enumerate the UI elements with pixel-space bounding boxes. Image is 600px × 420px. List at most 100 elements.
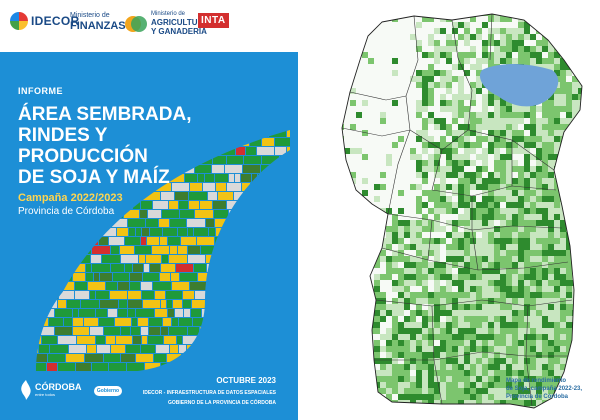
yield-cell bbox=[482, 40, 488, 46]
yield-cell bbox=[342, 298, 344, 304]
yield-cell bbox=[566, 94, 572, 100]
yield-cell bbox=[566, 112, 572, 118]
yield-cell bbox=[476, 322, 482, 328]
yield-cell bbox=[464, 118, 470, 124]
field-parcel bbox=[36, 336, 41, 344]
yield-cell bbox=[530, 394, 536, 400]
yield-cell bbox=[584, 184, 590, 190]
yield-cell bbox=[494, 136, 500, 142]
yield-cell bbox=[464, 400, 470, 406]
yield-cell bbox=[398, 394, 404, 400]
yield-cell bbox=[584, 370, 590, 376]
yield-cell bbox=[446, 310, 452, 316]
field-parcel bbox=[251, 363, 257, 371]
yield-cell bbox=[524, 166, 530, 172]
yield-cell bbox=[584, 130, 590, 136]
yield-cell bbox=[494, 208, 500, 214]
field-parcel bbox=[36, 291, 43, 299]
yield-cell bbox=[494, 358, 500, 364]
yield-cell bbox=[392, 364, 398, 370]
yield-cell bbox=[572, 256, 578, 262]
yield-cell bbox=[350, 22, 356, 28]
field-parcel bbox=[61, 282, 74, 290]
yield-cell bbox=[536, 118, 542, 124]
yield-cell bbox=[344, 358, 350, 364]
yield-cell bbox=[464, 136, 470, 142]
yield-cell bbox=[422, 244, 428, 250]
field-parcel bbox=[104, 327, 120, 335]
idecor-logo-text: IDECOR bbox=[31, 14, 80, 28]
yield-cell bbox=[350, 298, 356, 304]
yield-cell bbox=[500, 310, 506, 316]
yield-cell bbox=[392, 262, 398, 268]
field-parcel bbox=[277, 264, 290, 272]
yield-cell bbox=[542, 106, 548, 112]
infra-label: IDECOR - INFRAESTRUCTURA DE DATOS ESPACI… bbox=[142, 390, 276, 396]
yield-cell bbox=[374, 322, 380, 328]
yield-cell bbox=[434, 406, 440, 408]
yield-cell bbox=[512, 358, 518, 364]
field-parcel bbox=[64, 318, 72, 326]
yield-cell bbox=[452, 304, 458, 310]
field-parcel bbox=[120, 246, 134, 254]
yield-cell bbox=[500, 280, 506, 286]
yield-cell bbox=[410, 376, 416, 382]
yield-cell bbox=[524, 358, 530, 364]
yield-cell bbox=[434, 250, 440, 256]
yield-cell bbox=[344, 268, 350, 274]
yield-cell bbox=[500, 334, 506, 340]
field-parcel bbox=[243, 165, 260, 173]
yield-cell bbox=[458, 184, 464, 190]
field-parcel bbox=[255, 282, 268, 290]
field-parcel bbox=[85, 354, 103, 362]
yield-cell bbox=[458, 310, 464, 316]
yield-cell bbox=[488, 214, 494, 220]
yield-cell bbox=[488, 400, 494, 406]
yield-cell bbox=[530, 208, 536, 214]
yield-cell bbox=[356, 112, 362, 118]
field-parcel bbox=[265, 255, 275, 263]
yield-cell bbox=[380, 382, 386, 388]
yield-cell bbox=[548, 328, 554, 334]
yield-cell bbox=[476, 352, 482, 358]
field-parcel bbox=[230, 219, 247, 227]
yield-cell bbox=[386, 274, 392, 280]
field-parcel bbox=[129, 228, 135, 236]
yield-cell bbox=[494, 292, 500, 298]
yield-cell bbox=[494, 28, 500, 34]
yield-cell bbox=[572, 286, 578, 292]
yield-cell bbox=[572, 220, 578, 226]
yield-cell bbox=[566, 196, 572, 202]
yield-cell bbox=[476, 364, 482, 370]
yield-cell bbox=[548, 118, 554, 124]
yield-cell bbox=[530, 370, 536, 376]
yield-cell bbox=[536, 130, 542, 136]
map-caption: Mapa de rendimiento de Soja, campaña 202… bbox=[506, 377, 596, 401]
field-parcel bbox=[168, 237, 180, 245]
yield-cell bbox=[524, 214, 530, 220]
yield-cell bbox=[434, 376, 440, 382]
yield-cell bbox=[578, 298, 582, 304]
yield-cell bbox=[476, 250, 482, 256]
yield-cell bbox=[506, 292, 512, 298]
yield-cell bbox=[452, 40, 458, 46]
yield-cell bbox=[404, 406, 410, 408]
yield-cell bbox=[578, 220, 582, 226]
yield-cell bbox=[482, 232, 488, 238]
yield-cell bbox=[488, 292, 494, 298]
yield-cell bbox=[392, 298, 398, 304]
yield-cell bbox=[584, 334, 590, 340]
yield-cell bbox=[416, 370, 422, 376]
yield-cell bbox=[404, 340, 410, 346]
yield-cell bbox=[488, 358, 494, 364]
field-parcel bbox=[163, 228, 177, 236]
field-parcel bbox=[73, 309, 78, 317]
yield-cell bbox=[584, 298, 590, 304]
field-parcel bbox=[111, 246, 119, 254]
yield-cell bbox=[362, 286, 368, 292]
yield-cell bbox=[440, 328, 446, 334]
yield-cell bbox=[512, 376, 518, 382]
yield-cell bbox=[368, 232, 374, 238]
yield-cell bbox=[584, 154, 590, 160]
yield-cell bbox=[584, 196, 590, 202]
